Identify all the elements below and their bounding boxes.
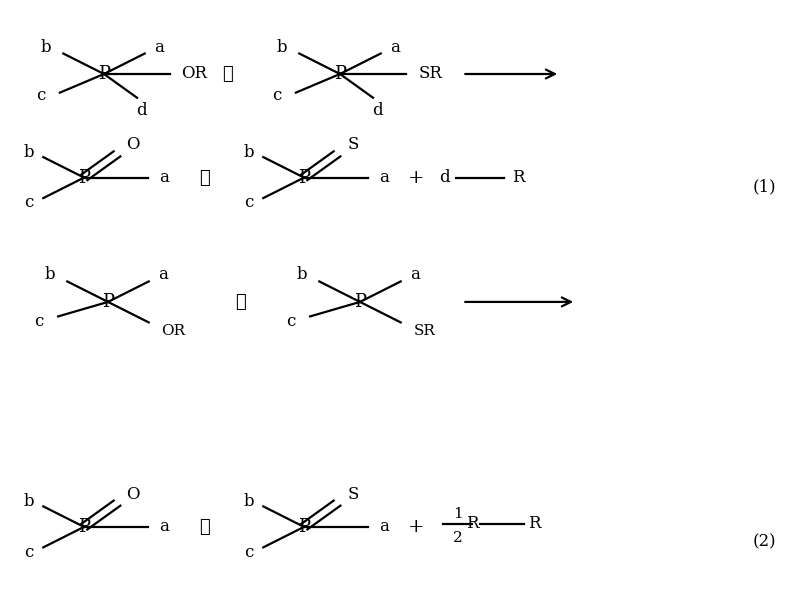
Text: P: P — [354, 293, 366, 311]
Text: R: R — [466, 516, 478, 532]
Text: P: P — [78, 518, 90, 536]
Text: d: d — [438, 169, 450, 186]
Text: b: b — [243, 493, 254, 510]
Text: 或: 或 — [234, 293, 246, 311]
Text: OR: OR — [161, 324, 185, 338]
Text: 1: 1 — [453, 507, 462, 521]
Text: c: c — [24, 194, 34, 211]
Text: c: c — [34, 313, 44, 330]
Text: 或: 或 — [222, 65, 234, 83]
Text: OR: OR — [182, 66, 207, 82]
Text: a: a — [159, 519, 169, 535]
Text: a: a — [410, 266, 420, 283]
Text: b: b — [23, 144, 34, 161]
Text: P: P — [298, 518, 310, 536]
Text: b: b — [296, 266, 307, 283]
Text: c: c — [36, 87, 46, 104]
Text: R: R — [528, 516, 541, 532]
Text: c: c — [272, 87, 282, 104]
Text: b: b — [44, 266, 55, 283]
Text: c: c — [244, 543, 254, 561]
Text: (1): (1) — [752, 178, 776, 195]
Text: +: + — [408, 169, 424, 186]
Text: P: P — [98, 65, 110, 83]
Text: d: d — [372, 102, 382, 119]
Text: R: R — [512, 169, 525, 186]
Text: b: b — [23, 493, 34, 510]
Text: d: d — [136, 102, 146, 119]
Text: P: P — [78, 169, 90, 186]
Text: b: b — [243, 144, 254, 161]
Text: O: O — [126, 486, 140, 503]
Text: a: a — [379, 519, 389, 535]
Text: 或: 或 — [198, 518, 210, 536]
Text: P: P — [334, 65, 346, 83]
Text: P: P — [298, 169, 310, 186]
Text: S: S — [347, 137, 358, 153]
Text: +: + — [408, 518, 424, 536]
Text: SR: SR — [414, 324, 436, 338]
Text: P: P — [102, 293, 114, 311]
Text: O: O — [126, 137, 140, 153]
Text: a: a — [379, 169, 389, 186]
Text: c: c — [244, 194, 254, 211]
Text: 2: 2 — [453, 530, 462, 545]
Text: 或: 或 — [198, 169, 210, 186]
Text: a: a — [158, 266, 168, 283]
Text: SR: SR — [418, 66, 442, 82]
Text: a: a — [154, 39, 164, 56]
Text: c: c — [286, 313, 296, 330]
Text: a: a — [390, 39, 400, 56]
Text: b: b — [276, 39, 287, 56]
Text: c: c — [24, 543, 34, 561]
Text: b: b — [40, 39, 51, 56]
Text: a: a — [159, 169, 169, 186]
Text: (2): (2) — [752, 533, 776, 550]
Text: S: S — [347, 486, 358, 503]
